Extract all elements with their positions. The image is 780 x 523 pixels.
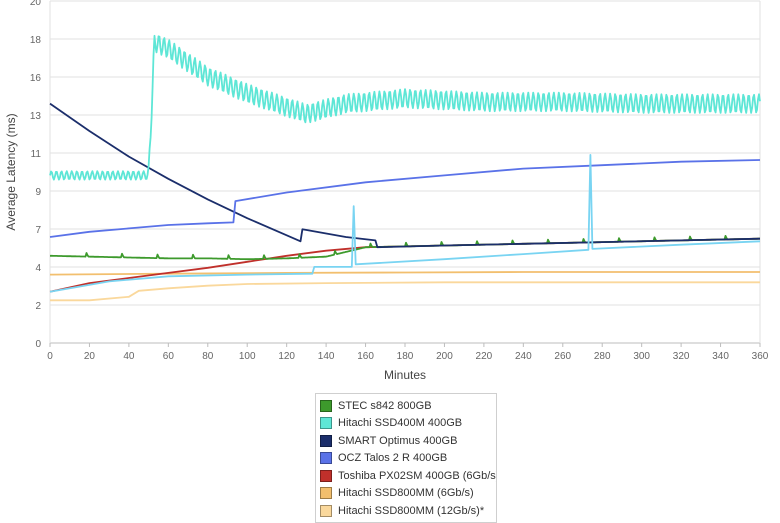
- legend-item[interactable]: SMART Optimus 400GB: [320, 432, 492, 450]
- x-tick-label: 240: [515, 351, 532, 362]
- x-tick-label: 0: [47, 351, 53, 362]
- legend-item[interactable]: Toshiba PX02SM 400GB (12Gb/s): [320, 520, 492, 523]
- chart-legend: STEC s842 800GB Hitachi SSD400M 400GB SMAR…: [315, 393, 497, 523]
- x-tick-label: 260: [554, 351, 571, 362]
- x-tick-label: 80: [202, 351, 214, 362]
- x-tick-label: 60: [163, 351, 175, 362]
- legend-label: STEC s842 800GB: [338, 400, 432, 412]
- legend-item[interactable]: OCZ Talos 2 R 400GB: [320, 450, 492, 468]
- y-tick-label: 0: [35, 339, 41, 350]
- legend-label: Hitachi SSD400M 400GB: [338, 417, 462, 429]
- series-line: [50, 36, 760, 180]
- x-tick-label: 280: [594, 351, 611, 362]
- legend-swatch: [320, 505, 332, 517]
- y-tick-label: 13: [30, 111, 42, 122]
- y-axis-title: Average Latency (ms): [4, 113, 18, 230]
- x-tick-label: 220: [476, 351, 493, 362]
- legend-swatch: [320, 452, 332, 464]
- x-tick-label: 320: [673, 351, 690, 362]
- y-tick-label: 2: [35, 301, 41, 312]
- series-line: [50, 282, 760, 300]
- legend-swatch: [320, 400, 332, 412]
- legend-swatch: [320, 487, 332, 499]
- x-tick-label: 160: [357, 351, 374, 362]
- y-tick-label: 11: [31, 149, 42, 160]
- legend-item[interactable]: Hitachi SSD800MM (12Gb/s)*: [320, 502, 492, 520]
- y-tick-label: 9: [35, 187, 41, 198]
- x-tick-label: 140: [318, 351, 335, 362]
- x-axis-title: Minutes: [384, 368, 426, 382]
- legend-item[interactable]: STEC s842 800GB: [320, 397, 492, 415]
- y-tick-label: 18: [30, 35, 42, 46]
- legend-label: OCZ Talos 2 R 400GB: [338, 452, 447, 464]
- series-line: [50, 236, 760, 259]
- legend-item[interactable]: Hitachi SSD400M 400GB: [320, 415, 492, 433]
- x-tick-label: 40: [123, 351, 135, 362]
- y-tick-label: 16: [30, 73, 42, 84]
- y-tick-label: 4: [35, 263, 41, 274]
- legend-label: Toshiba PX02SM 400GB (6Gb/s): [338, 470, 497, 482]
- legend-item[interactable]: Toshiba PX02SM 400GB (6Gb/s): [320, 467, 492, 485]
- x-tick-label: 340: [712, 351, 729, 362]
- legend-swatch: [320, 470, 332, 482]
- x-tick-label: 300: [633, 351, 650, 362]
- x-tick-label: 180: [397, 351, 414, 362]
- y-tick-label: 20: [30, 0, 42, 8]
- x-tick-label: 200: [436, 351, 453, 362]
- legend-swatch: [320, 417, 332, 429]
- legend-swatch: [320, 435, 332, 447]
- x-tick-label: 100: [239, 351, 256, 362]
- x-tick-label: 120: [278, 351, 295, 362]
- x-tick-label: 20: [84, 351, 96, 362]
- legend-label: Hitachi SSD800MM (6Gb/s): [338, 487, 474, 499]
- legend-label: SMART Optimus 400GB: [338, 435, 457, 447]
- y-tick-label: 7: [35, 225, 41, 236]
- legend-item[interactable]: Hitachi SSD800MM (6Gb/s): [320, 485, 492, 503]
- x-tick-label: 360: [752, 351, 769, 362]
- legend-label: Hitachi SSD800MM (12Gb/s)*: [338, 505, 484, 517]
